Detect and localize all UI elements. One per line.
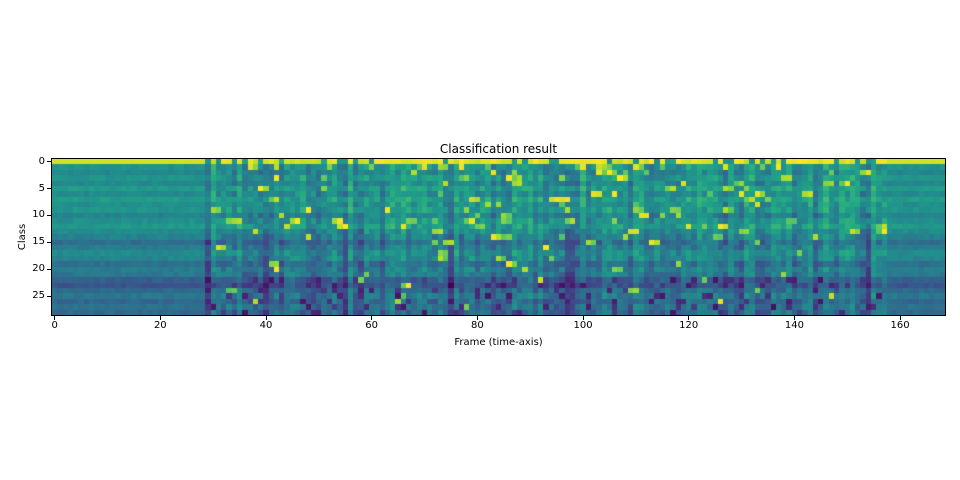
x-tick-mark bbox=[793, 316, 795, 320]
x-tick-label: 20 bbox=[153, 320, 167, 331]
y-tick-mark bbox=[47, 241, 51, 243]
y-tick-label: 15 bbox=[32, 236, 45, 248]
y-tick-label: 25 bbox=[32, 290, 45, 302]
x-tick-label: 60 bbox=[365, 320, 379, 331]
x-tick-mark bbox=[371, 316, 373, 320]
x-tick-label: 140 bbox=[784, 320, 804, 331]
x-tick-label: 0 bbox=[51, 320, 58, 331]
x-axis-label: Frame (time-axis) bbox=[454, 337, 543, 348]
heatmap-canvas bbox=[52, 159, 945, 315]
x-tick-mark bbox=[688, 316, 690, 320]
y-tick-mark bbox=[47, 188, 51, 190]
x-tick-mark bbox=[159, 316, 161, 320]
x-tick-label: 80 bbox=[470, 320, 484, 331]
x-tick-mark bbox=[54, 316, 56, 320]
y-tick-mark bbox=[47, 295, 51, 297]
x-tick-label: 120 bbox=[679, 320, 699, 331]
y-tick-mark bbox=[47, 161, 51, 163]
x-tick-label: 160 bbox=[890, 320, 910, 331]
x-tick-label: 40 bbox=[259, 320, 273, 331]
x-tick-mark bbox=[899, 316, 901, 320]
x-tick-mark bbox=[582, 316, 584, 320]
y-tick-label: 5 bbox=[38, 182, 45, 194]
y-tick-label: 20 bbox=[32, 263, 45, 275]
y-tick-label: 10 bbox=[32, 209, 45, 221]
y-tick-label: 0 bbox=[38, 155, 45, 167]
x-tick-label: 100 bbox=[573, 320, 593, 331]
y-tick-mark bbox=[47, 268, 51, 270]
x-tick-mark bbox=[265, 316, 267, 320]
plot-area bbox=[51, 158, 946, 316]
y-tick-mark bbox=[47, 214, 51, 216]
x-tick-mark bbox=[476, 316, 478, 320]
chart-title: Classification result bbox=[439, 142, 558, 156]
